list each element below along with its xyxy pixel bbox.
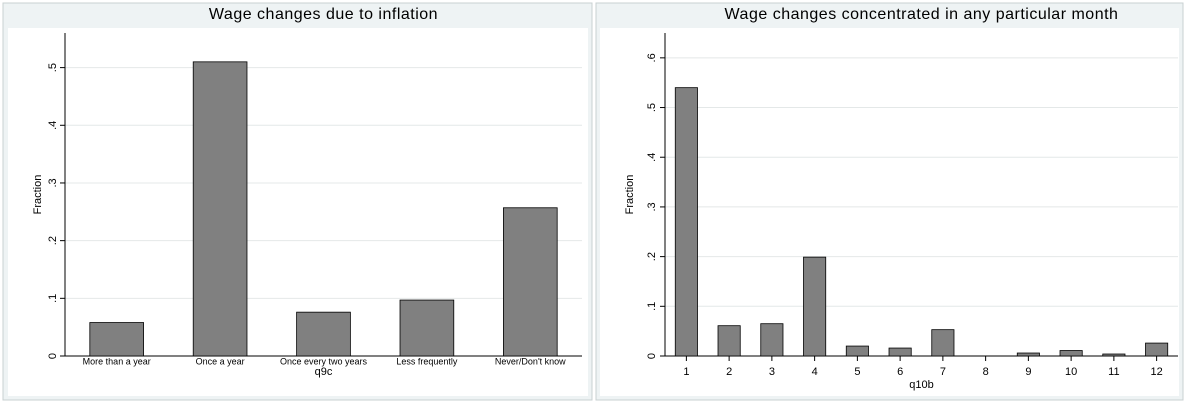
- bar: [192, 61, 248, 357]
- bar: [674, 87, 698, 357]
- x-tick-label: Once a year: [196, 356, 245, 366]
- x-tick-label: More than a year: [83, 356, 151, 366]
- y-tick-label: .4: [47, 121, 59, 130]
- x-tick-label: 5: [854, 366, 860, 378]
- x-tick-label: Never/Don't know: [495, 356, 566, 366]
- x-tick-label: Once every two years: [280, 356, 368, 366]
- x-axis-label: q10b: [909, 379, 933, 391]
- bar: [503, 207, 558, 357]
- chart-title: Wage changes concentrated in any particu…: [725, 6, 1119, 23]
- y-tick-label: .5: [47, 63, 59, 72]
- x-tick-label: 2: [726, 366, 732, 378]
- bar: [931, 329, 955, 357]
- bar: [888, 347, 912, 357]
- y-tick-label: .3: [646, 202, 658, 211]
- x-tick-label: 1: [683, 366, 689, 378]
- x-tick-label: 7: [940, 366, 946, 378]
- y-tick-label: .2: [646, 252, 658, 261]
- bar: [845, 345, 869, 357]
- x-tick-label: 4: [812, 366, 818, 378]
- bar: [1016, 352, 1040, 357]
- y-tick-label: .1: [47, 294, 59, 303]
- bar: [717, 325, 741, 357]
- x-tick-label: 3: [769, 366, 775, 378]
- y-tick-label: .5: [646, 103, 658, 112]
- y-tick-label: 0: [47, 353, 59, 359]
- bar: [1059, 350, 1083, 357]
- x-tick-label: 8: [983, 366, 989, 378]
- bar: [89, 322, 144, 357]
- bar: [803, 256, 827, 357]
- y-axis-label: Fraction: [32, 175, 44, 215]
- x-axis-label: q9c: [315, 366, 333, 378]
- bar: [760, 323, 784, 357]
- bar: [1145, 342, 1169, 357]
- y-tick-label: .6: [646, 53, 658, 62]
- chart-title: Wage changes due to inflation: [209, 6, 438, 23]
- x-tick-label: 10: [1065, 366, 1077, 378]
- y-tick-label: .2: [47, 236, 59, 245]
- x-tick-label: Less frequently: [396, 356, 458, 366]
- y-tick-label: .3: [47, 178, 59, 187]
- x-tick-label: 9: [1025, 366, 1031, 378]
- y-tick-label: .1: [646, 302, 658, 311]
- x-tick-label: 11: [1108, 366, 1119, 378]
- bar: [296, 311, 351, 357]
- bar: [1102, 353, 1126, 357]
- x-tick-label: 12: [1151, 366, 1163, 378]
- y-tick-label: 0: [646, 353, 658, 359]
- y-tick-label: .4: [646, 153, 658, 162]
- y-axis-label: Fraction: [624, 175, 636, 215]
- bar: [399, 299, 455, 357]
- x-tick-label: 6: [897, 366, 903, 378]
